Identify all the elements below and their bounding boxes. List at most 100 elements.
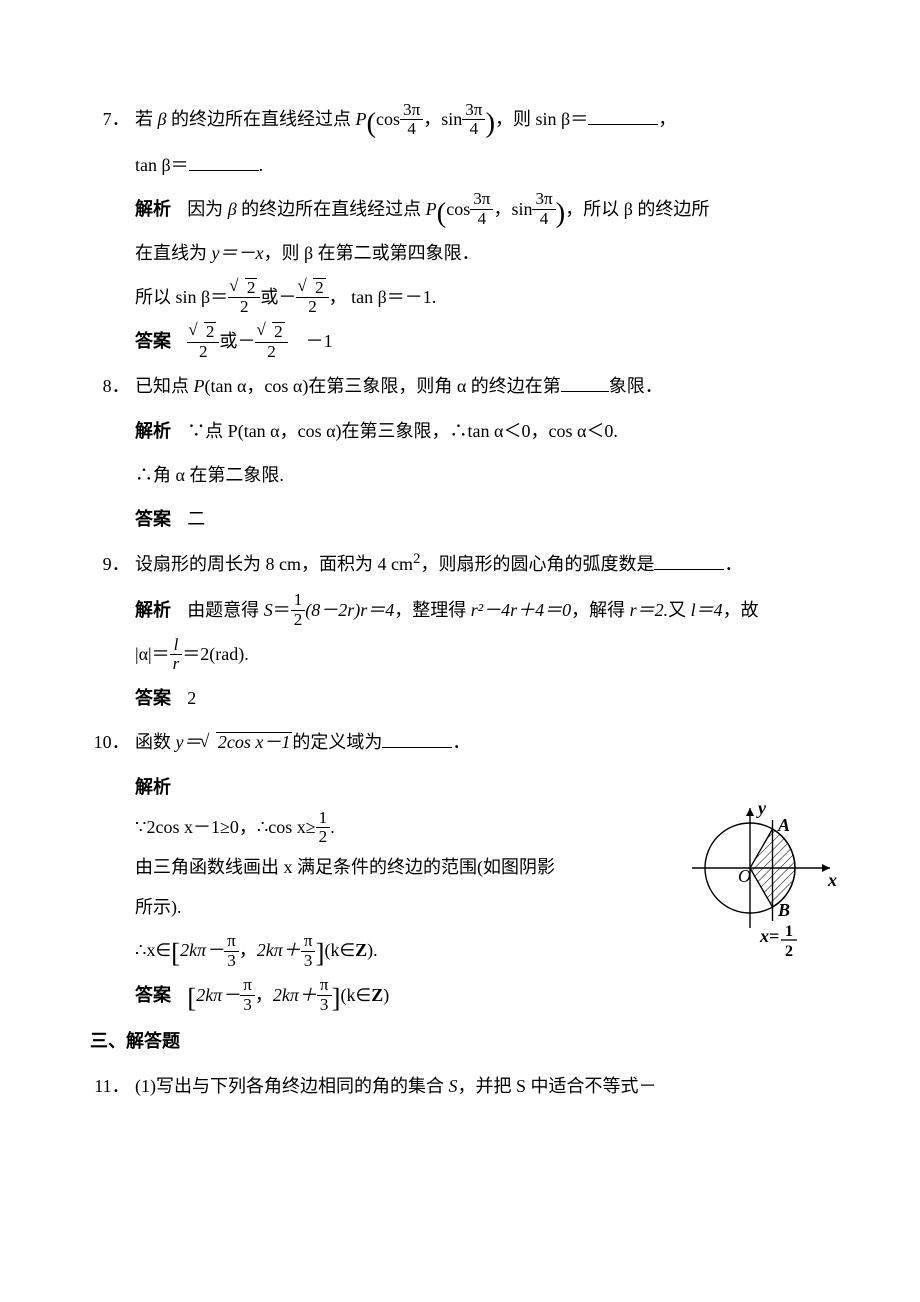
txt: 在直线为 [135,243,212,263]
lbracket-icon: [ [171,938,180,968]
q7-frac-3pi4-b: 3π4 [462,101,485,140]
frac-d: 2 [785,943,793,960]
q8-answer: 答案二 [90,500,830,540]
q10-anal-l1: ∵2cos x－1≥0，∴cos x≥12. [135,808,615,848]
analysis-label: 解析 [135,777,187,797]
comma: ， [255,985,273,1005]
analysis-label: 解析 [135,421,187,441]
txt: 象限． [609,376,663,396]
txt: ∴x∈ [135,940,171,960]
dot: . [330,817,335,837]
blank [654,553,724,570]
txt: (1)写出与下列各角终边相同的角的集合 [135,1076,449,1096]
int-a: 2kπ－ [180,940,224,960]
txt: ，整理得 [394,600,471,620]
q10-anal-l3: 所示). [135,888,615,928]
answer-label: 答案 [135,688,187,708]
q7-dot: . [259,155,264,175]
txt: ． [724,554,742,574]
q8: 8．已知点 P(tan α，cos α)在第三象限，则角 α 的终边在第象限． [135,367,830,407]
q8-analysis: 解析∵点 P(tan α，cos α)在第三象限，∴tan α＜0，cos α＜… [90,412,830,452]
q11-num: 11． [90,1067,135,1107]
comma: ， [239,940,257,960]
args: (tan α，cos α) [204,376,308,396]
pi-over-3: π3 [240,976,255,1015]
q11: 11．(1)写出与下列各角终边相同的角的集合 S，并把 S 中适合不等式－ [135,1067,830,1107]
q7-frac-3pi4-a: 3π4 [400,101,423,140]
txt: ， tan β＝－1. [329,287,437,307]
txt: ，故 [723,600,759,620]
txt: ，解得 [571,600,630,620]
txt: (k∈ [324,940,355,960]
q9-analysis: 解析由题意得 S＝12(8－2r)r＝4，整理得 r²－4r＋4＝0，解得 r＝… [90,591,830,631]
q7-P: P [355,109,366,129]
half: 12 [316,809,331,848]
analysis-label: 解析 [135,600,187,620]
q7-analysis: 解析因为 β 的终边所在直线经过点 P(cos3π4，sin3π4)，所以 β … [90,190,830,230]
frac: 22 [187,322,219,362]
rsol: r＝2. [630,600,669,620]
rparen-icon: ) [556,197,566,229]
q9: 9．设扇形的周长为 8 cm，面积为 4 cm2，则扇形的圆心角的弧度数是． [135,543,830,585]
q7-beta: β [228,199,237,219]
Z: Z [355,940,367,960]
txt: ). [367,940,378,960]
q7-line2: tan β＝. [90,146,830,186]
q7-text-3: ，则 sin β＝ [495,109,588,129]
pi-over-3: π3 [317,976,332,1015]
label-A: A [777,815,790,835]
q7-anal-line2: 在直线为 y＝－x，则 β 在第二或第四象限． [90,234,830,274]
label-xeq: x= [759,926,779,946]
answer-label: 答案 [135,331,187,351]
q7-frac: 3π4 [470,190,493,229]
txt: |α|＝ [135,644,170,664]
q7-text-1: 若 [135,109,158,129]
section-3-heading: 三、解答题 [90,1022,830,1062]
rparen-icon: ) [485,107,495,139]
eq: ＝ [273,600,291,620]
yx: y＝－x [212,243,264,263]
frac-sqrt2-2: 22 [228,278,260,318]
q7-cos: cos [376,109,400,129]
analysis-label: 解析 [135,199,187,219]
or: 或－ [219,331,255,351]
q10-anal-l2: 由三角函数线画出 x 满足条件的终边的范围(如图阴影 [135,848,615,888]
txt: 2 [187,688,196,708]
q7-P: P [426,199,437,219]
txt: 又 [668,600,691,620]
label-x: x [827,870,837,890]
blank [189,154,259,171]
q7-answer: 答案22或－22 －1 [90,322,830,363]
lparen-icon: ( [437,197,447,229]
label-B: B [777,900,790,920]
label-O: O [738,866,751,886]
q7-num: 7． [90,100,135,140]
q10-figure: O x y A B x= 1 2 [680,798,840,983]
q7-sin: sin [511,199,532,219]
page-root: 7．若 β 的终边所在直线经过点 P(cos3π4，sin3π4)，则 sin … [0,0,920,1302]
q7-text-4: ， [658,109,676,129]
q7-sin: sin [441,109,462,129]
l4: l＝4 [691,600,723,620]
q8-num: 8． [90,367,135,407]
txt: 的定义域为 [292,732,382,752]
or: 或－ [260,287,296,307]
txt: ＝2(rad). [182,644,248,664]
q10: 10．函数 y＝2cos x－1的定义域为． [135,723,830,763]
blank [588,108,658,125]
txt: 所以 sin β＝ [135,287,228,307]
pi-over-3: π3 [224,932,239,971]
answer-label: 答案 [135,985,187,1005]
frac-n: 1 [785,923,793,940]
S: S [264,600,273,620]
txt: ，并把 S 中适合不等式－ [457,1076,656,1096]
blank [561,375,609,392]
int-a: 2kπ－ [196,985,240,1005]
int-b: 2kπ＋ [257,940,301,960]
q7-tan: tan β＝ [135,155,189,175]
txt: ) [383,985,389,1005]
q7-ans-tail: －1 [288,331,333,351]
q9-anal-2: |α|＝lr＝2(rad). [90,635,830,675]
answer-label: 答案 [135,509,187,529]
q10-num: 10． [90,723,135,763]
